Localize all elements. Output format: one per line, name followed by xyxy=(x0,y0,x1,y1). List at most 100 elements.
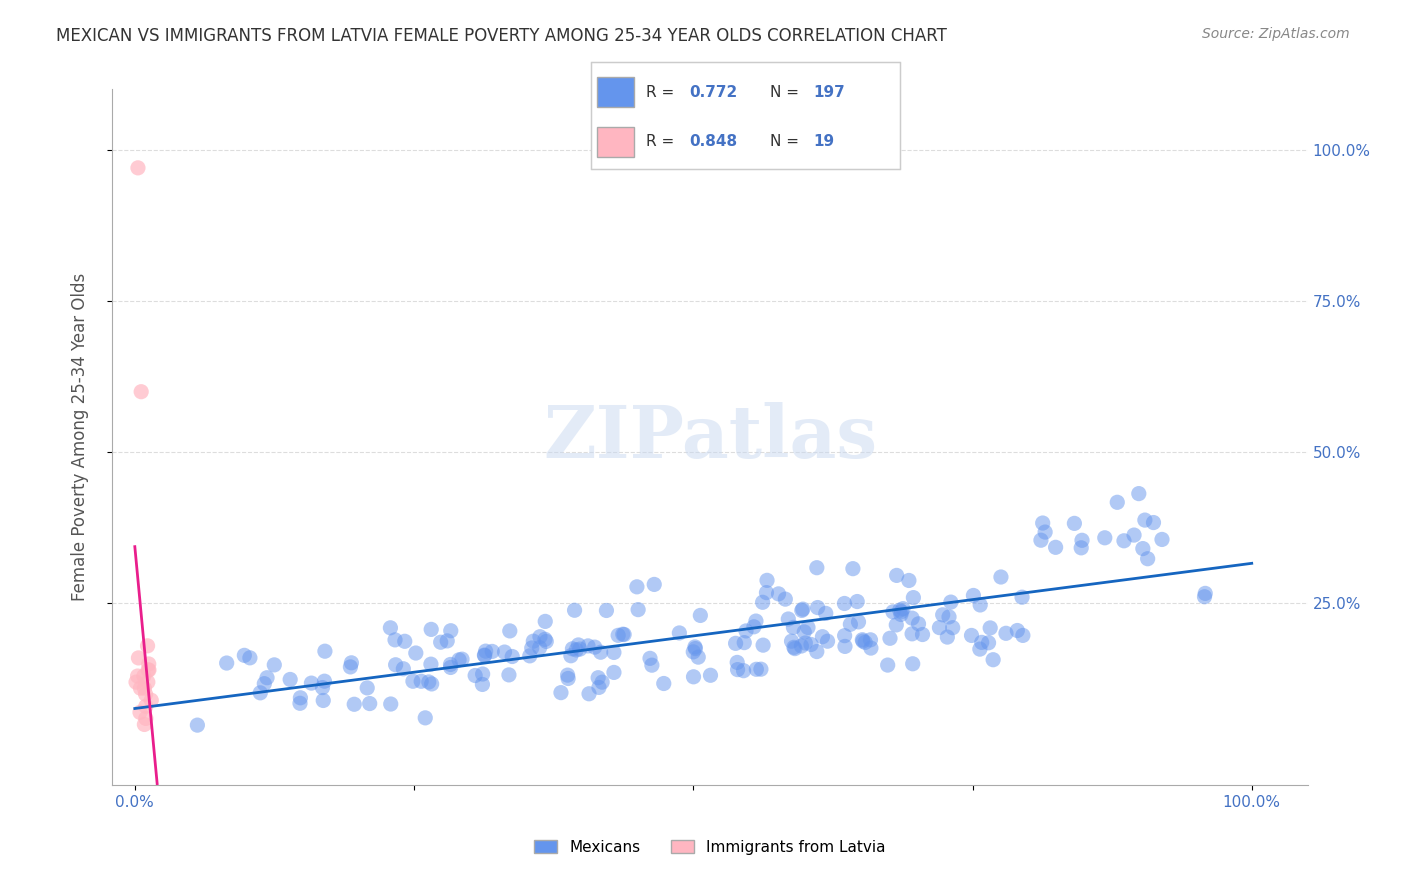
Point xyxy=(550,686,572,700)
Point xyxy=(583,640,606,654)
Point xyxy=(534,632,557,647)
Point xyxy=(668,626,690,640)
Point xyxy=(603,665,626,680)
Point xyxy=(911,627,934,641)
Text: R =: R = xyxy=(647,85,679,100)
Point xyxy=(138,657,160,671)
Point xyxy=(775,592,797,607)
Point xyxy=(876,658,898,673)
Point xyxy=(907,616,929,631)
Point xyxy=(132,669,155,683)
Point xyxy=(834,640,856,654)
Point xyxy=(380,697,402,711)
Point xyxy=(768,587,790,601)
Point xyxy=(288,696,311,710)
Text: R =: R = xyxy=(647,134,679,149)
Point xyxy=(1071,533,1094,548)
Point xyxy=(725,656,748,670)
Point xyxy=(1033,524,1056,539)
Text: 0.772: 0.772 xyxy=(689,85,738,100)
Point xyxy=(451,652,474,666)
FancyBboxPatch shape xyxy=(596,127,634,157)
Point xyxy=(359,697,381,711)
Point xyxy=(136,675,159,690)
Point xyxy=(749,662,772,676)
Point xyxy=(134,717,156,731)
Point xyxy=(891,601,914,615)
Point xyxy=(1107,495,1129,509)
Point xyxy=(727,663,749,677)
Point xyxy=(839,617,862,632)
Point xyxy=(1011,590,1033,604)
Point xyxy=(890,605,912,619)
Point xyxy=(314,674,336,689)
Point xyxy=(127,651,149,665)
Point xyxy=(135,711,157,725)
Point xyxy=(578,687,600,701)
Point xyxy=(848,615,870,629)
Point xyxy=(529,630,551,644)
Point xyxy=(339,660,361,674)
Point xyxy=(561,641,583,656)
FancyBboxPatch shape xyxy=(596,78,634,107)
Point xyxy=(834,629,856,643)
Point xyxy=(817,634,839,648)
Point xyxy=(586,671,609,685)
Point xyxy=(418,675,440,690)
Point xyxy=(806,644,828,658)
Point xyxy=(790,639,813,653)
Point xyxy=(846,594,869,608)
Point xyxy=(859,632,882,647)
Point xyxy=(392,662,415,676)
Point xyxy=(576,639,599,653)
Point xyxy=(311,681,333,695)
Point xyxy=(440,660,463,674)
Point xyxy=(1045,541,1067,555)
Point xyxy=(638,651,661,665)
Point xyxy=(384,657,406,672)
Text: 197: 197 xyxy=(813,85,845,100)
Point xyxy=(411,674,433,689)
Point xyxy=(1029,533,1052,548)
Point xyxy=(782,620,804,634)
Point xyxy=(567,638,589,652)
Point xyxy=(792,602,814,616)
Point xyxy=(557,672,579,686)
Point xyxy=(979,621,1001,635)
Point xyxy=(977,636,1000,650)
Point xyxy=(794,636,817,650)
Point xyxy=(1142,516,1164,530)
Point xyxy=(536,634,558,648)
Point xyxy=(751,595,773,609)
Point xyxy=(745,614,768,628)
Point xyxy=(783,640,806,655)
Point xyxy=(522,634,544,648)
Text: N =: N = xyxy=(770,134,804,149)
Point xyxy=(886,568,908,582)
Point xyxy=(682,670,704,684)
Point xyxy=(439,657,461,672)
Point xyxy=(340,656,363,670)
Point xyxy=(215,656,238,670)
Point xyxy=(1194,590,1216,604)
Point xyxy=(879,632,901,646)
Point xyxy=(312,693,335,707)
Point xyxy=(134,681,156,695)
Point xyxy=(852,634,875,648)
Point xyxy=(263,657,285,672)
Point xyxy=(890,607,912,622)
Point xyxy=(1094,531,1116,545)
Point xyxy=(560,648,582,663)
Point xyxy=(842,562,865,576)
Point xyxy=(135,699,157,714)
Point xyxy=(436,633,458,648)
Point xyxy=(253,676,276,690)
Point xyxy=(1070,541,1092,555)
Point xyxy=(471,677,494,691)
Point xyxy=(811,630,834,644)
Point xyxy=(1133,513,1156,527)
Point xyxy=(699,668,721,682)
Point xyxy=(689,608,711,623)
Point xyxy=(464,668,486,682)
Point xyxy=(519,648,541,663)
